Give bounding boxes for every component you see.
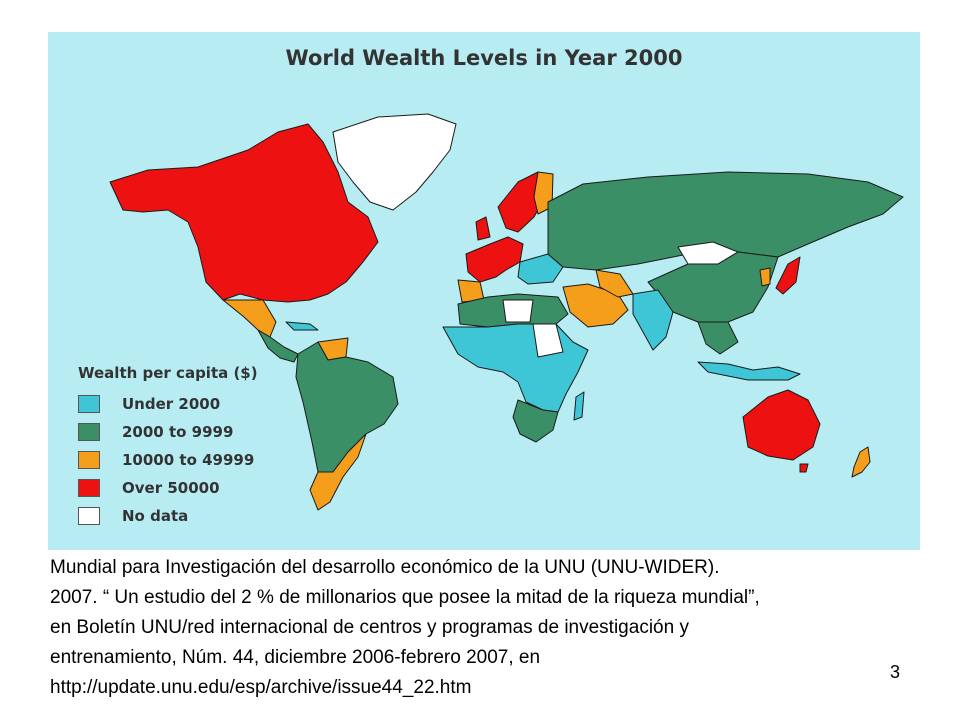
region-greenland <box>332 113 457 211</box>
legend-label: Over 50000 <box>122 479 220 497</box>
region-indonesia <box>697 361 801 381</box>
region-mexico <box>222 299 277 338</box>
legend-item-no-data: No data <box>78 502 318 530</box>
legend-item-2000-to-9999: 2000 to 9999 <box>78 418 318 446</box>
region-sudan <box>532 323 564 358</box>
region-china <box>647 251 779 323</box>
region-south-america <box>295 341 399 473</box>
region-sahara <box>502 299 534 323</box>
region-central-america <box>257 329 299 363</box>
map-graphic <box>109 113 904 511</box>
legend-item-under-2000: Under 2000 <box>78 390 318 418</box>
caption-line: en Boletín UNU/red internacional de cent… <box>50 617 689 638</box>
legend-label: Under 2000 <box>122 395 221 413</box>
legend-label: No data <box>122 507 189 525</box>
caption-line: http://update.unu.edu/esp/archive/issue4… <box>50 677 472 698</box>
legend-swatch <box>78 423 100 441</box>
region-japan <box>775 256 801 295</box>
caption-line: entrenamiento, Núm. 44, diciembre 2006-f… <box>50 647 541 668</box>
source-caption: Mundial para Investigación del desarroll… <box>50 553 950 703</box>
region-southern-cone <box>309 433 367 511</box>
region-madagascar <box>573 391 585 421</box>
region-southeast-asia <box>697 321 739 355</box>
region-russia <box>547 171 904 271</box>
region-middle-east <box>562 283 629 328</box>
world-wealth-map: World Wealth Levels in Year 2000 Wealth … <box>48 32 920 550</box>
region-iran <box>595 269 634 298</box>
region-new-zealand <box>851 446 871 478</box>
legend-label: 2000 to 9999 <box>122 423 234 441</box>
region-sub-saharan-africa <box>442 323 589 413</box>
page-number: 3 <box>890 662 901 682</box>
region-western-europe <box>465 236 524 283</box>
region-tasmania <box>799 463 809 473</box>
map-title: World Wealth Levels in Year 2000 <box>285 46 683 70</box>
legend-title: Wealth per capita ($) <box>78 364 258 382</box>
caption-line: Mundial para Investigación del desarroll… <box>50 557 720 578</box>
legend-item-over-50000: Over 50000 <box>78 474 318 502</box>
legend-swatch <box>78 479 100 497</box>
region-south-asia <box>632 289 674 351</box>
region-korea <box>759 267 771 287</box>
region-uk <box>475 216 491 241</box>
legend-swatch <box>78 451 100 469</box>
legend-item-10000-to-49999: 10000 to 49999 <box>78 446 318 474</box>
region-caribbean <box>285 321 319 331</box>
legend-swatch <box>78 395 100 413</box>
legend-label: 10000 to 49999 <box>122 451 255 469</box>
map-legend: Wealth per capita ($) Under 2000 2000 to… <box>78 364 318 530</box>
region-southern-africa <box>512 399 559 443</box>
region-australia <box>742 389 821 461</box>
legend-swatch <box>78 507 100 525</box>
region-north-america <box>109 123 379 303</box>
caption-line: 2007. “ Un estudio del 2 % de millonario… <box>50 587 760 608</box>
